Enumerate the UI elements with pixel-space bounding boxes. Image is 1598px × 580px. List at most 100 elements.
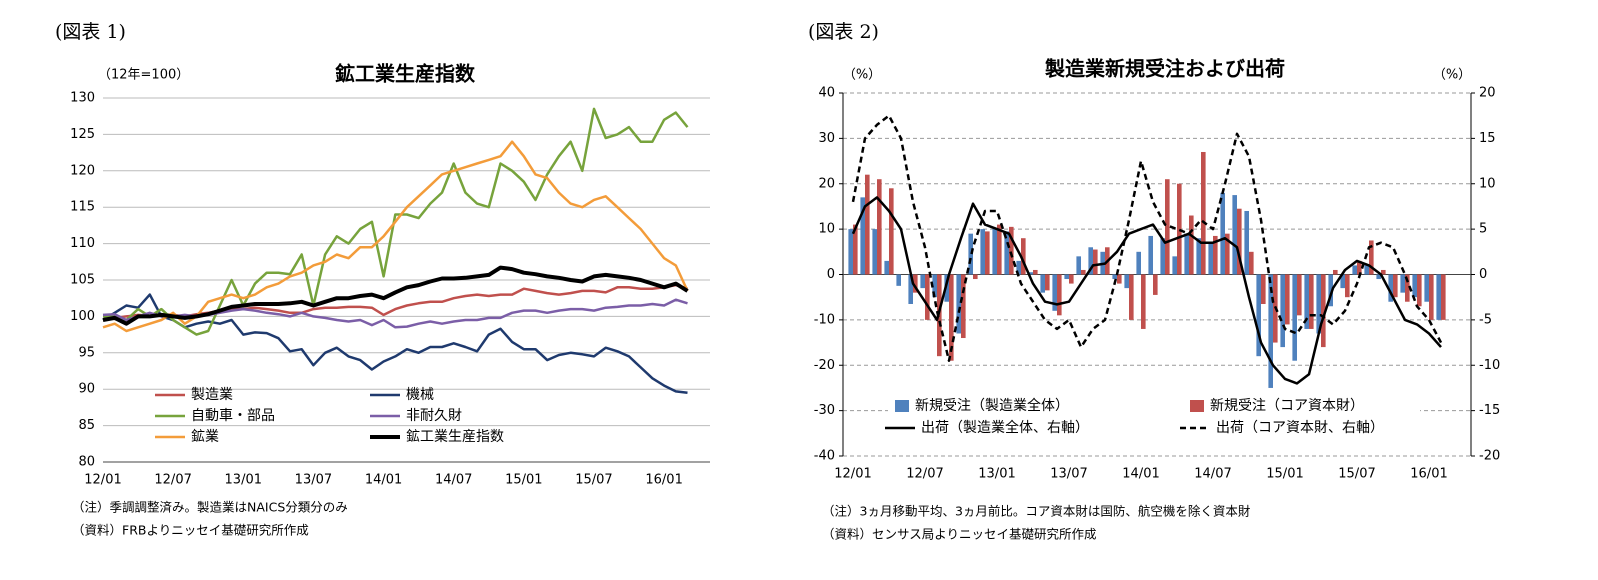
legend-label: 非耐久財 (406, 408, 462, 424)
bar (1280, 274, 1285, 348)
x-tick-label: 12/07 (154, 473, 191, 488)
bar (1124, 274, 1129, 289)
y-axis-label: （%） (843, 68, 881, 83)
y2-tick-label: -10 (1479, 358, 1500, 373)
y-tick-label: 95 (78, 345, 95, 360)
note: （注）季調調整済み。製造業はNAICS分類分のみ (72, 500, 348, 515)
legend-label: 新規受注（製造業全体） (915, 397, 1069, 414)
y-tick-label: 115 (70, 200, 95, 215)
figure-label: (図表 2) (808, 21, 879, 43)
note: （資料）FRBよりニッセイ基礎研究所作成 (72, 523, 309, 538)
bar (985, 231, 990, 275)
line-series (102, 298, 688, 329)
y-tick-label: 20 (818, 176, 835, 191)
bar (1177, 183, 1182, 275)
bar (1424, 274, 1429, 302)
legend-label: 鉱工業生産指数 (406, 428, 504, 445)
y2-tick-label: 10 (1479, 176, 1496, 191)
bar (1225, 233, 1230, 275)
bar (1213, 235, 1218, 275)
bar (1381, 269, 1386, 275)
line-series (102, 140, 689, 333)
bar (1292, 274, 1297, 361)
x-tick-label: 14/07 (435, 473, 472, 488)
legend-label: 出荷（製造業全体、右軸） (921, 419, 1089, 436)
x-tick-label: 12/01 (834, 467, 871, 482)
chart-title: 製造業新規受注および出荷 (1045, 57, 1285, 81)
bar (1064, 274, 1069, 280)
bar (1117, 274, 1122, 284)
y-tick-label: 105 (70, 273, 95, 288)
bar (1052, 274, 1057, 311)
bar (1069, 274, 1074, 284)
bar (872, 229, 877, 275)
y-tick-label: 10 (818, 222, 835, 237)
x-tick-label: 15/07 (575, 473, 612, 488)
x-tick-label: 14/01 (365, 473, 402, 488)
bar (961, 274, 966, 339)
legend-label: 製造業 (191, 387, 233, 403)
bar (1081, 269, 1086, 275)
legend-label: 出荷（コア資本財、右軸） (1216, 420, 1384, 436)
bar (956, 274, 961, 334)
y2-tick-label: 20 (1479, 86, 1496, 101)
x-tick-label: 14/07 (1194, 467, 1231, 482)
bar (1417, 274, 1422, 307)
x-tick-label: 15/07 (1338, 467, 1375, 482)
bar (1184, 233, 1189, 275)
bar (865, 174, 870, 275)
bar (1388, 274, 1393, 302)
x-tick-label: 15/01 (505, 473, 542, 488)
bar (1189, 215, 1194, 275)
legend-label: 機械 (406, 387, 434, 403)
bar (920, 274, 925, 289)
bar (853, 224, 858, 275)
line-series (102, 265, 689, 326)
bar (1045, 274, 1050, 291)
bar (1076, 256, 1081, 275)
bar (1153, 274, 1158, 295)
bar (1412, 274, 1417, 298)
legend-label: 自動車・部品 (191, 407, 275, 424)
bar (1141, 274, 1146, 329)
chart-title: 鉱工業生産指数 (335, 62, 476, 86)
note: （資料）センサス局よりニッセイ基礎研究所作成 (822, 527, 1097, 542)
bar (1256, 274, 1261, 357)
y-tick-label: 0 (827, 267, 835, 282)
bar (968, 233, 973, 275)
y-tick-label: -40 (814, 449, 835, 464)
x-tick-label: 13/07 (295, 473, 332, 488)
bar (1436, 274, 1441, 320)
bar (1136, 251, 1141, 275)
bar (1165, 179, 1170, 275)
bar (949, 274, 954, 361)
bar (997, 224, 1002, 275)
bar (884, 260, 889, 275)
bar (1009, 226, 1014, 275)
legend-swatch (895, 400, 909, 412)
line-series (851, 114, 1443, 362)
bar (944, 274, 949, 302)
bar (1093, 249, 1098, 275)
bar (1088, 247, 1093, 275)
bar (1249, 251, 1254, 275)
bar (1429, 274, 1434, 320)
bar (1261, 274, 1266, 304)
bar (1376, 274, 1381, 280)
bar (1057, 274, 1062, 316)
y-tick-label: 80 (78, 455, 95, 470)
y-tick-label: 100 (70, 309, 95, 324)
bar (1021, 238, 1026, 275)
bar (908, 274, 913, 304)
bar (1129, 274, 1134, 320)
y-tick-label: -10 (814, 312, 835, 327)
bar (932, 274, 937, 298)
x-tick-label: 16/01 (1410, 467, 1447, 482)
bar (877, 179, 882, 275)
y2-tick-label: 0 (1479, 267, 1487, 282)
y2-tick-label: 5 (1479, 222, 1487, 237)
y2-tick-label: 15 (1479, 131, 1496, 146)
y-tick-label: -20 (814, 358, 835, 373)
bar (1004, 231, 1009, 275)
